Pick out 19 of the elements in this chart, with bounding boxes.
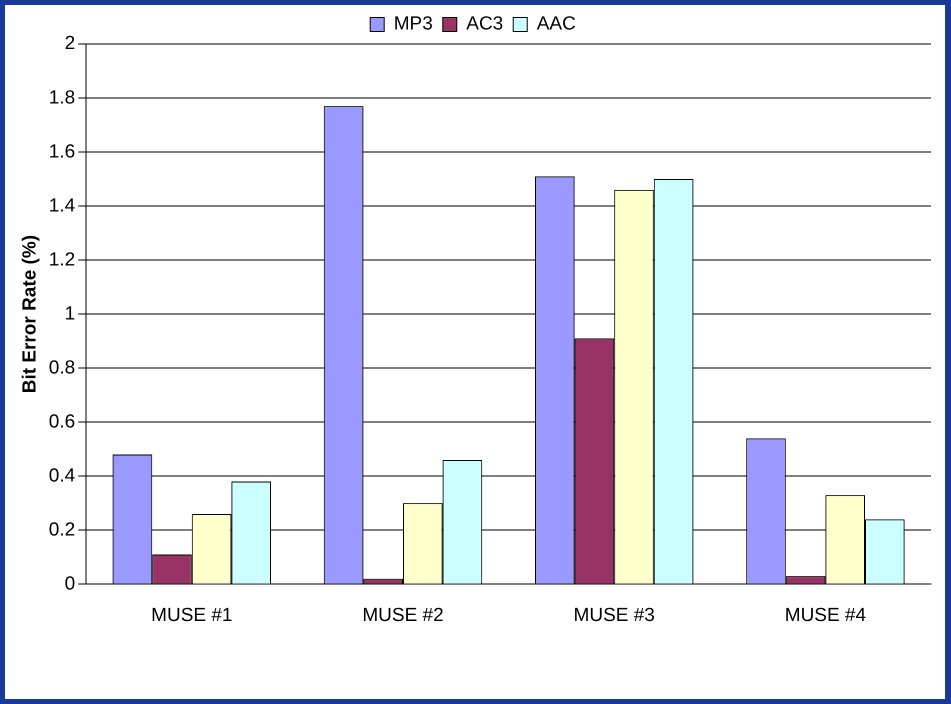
x-tick-label: MUSE #2 — [362, 604, 444, 626]
x-tick-label: MUSE #3 — [574, 604, 655, 626]
y-tick-label: 0.2 — [48, 519, 76, 540]
y-tick-label: 1.6 — [48, 141, 76, 162]
legend-label: AAC — [536, 14, 576, 35]
y-tick-label: 0 — [64, 573, 76, 594]
y-tick-label: 1.2 — [48, 249, 76, 270]
y-axis-title: Bit Error Rate (%) — [20, 234, 41, 394]
y-tick-label: 2 — [64, 33, 76, 54]
y-tick-label: 1 — [64, 303, 76, 324]
y-tick-label: 0.8 — [48, 357, 76, 378]
x-tick-label: MUSE #1 — [151, 604, 232, 626]
y-tick-label: 0.4 — [48, 465, 76, 486]
y-tick-label: 0.6 — [48, 411, 76, 432]
y-tick-label: 1.4 — [48, 195, 76, 216]
legend-label: AC3 — [466, 14, 504, 35]
legend-label: MP3 — [394, 14, 433, 35]
x-tick-label: MUSE #4 — [784, 604, 866, 626]
y-tick-label: 1.8 — [48, 87, 76, 108]
